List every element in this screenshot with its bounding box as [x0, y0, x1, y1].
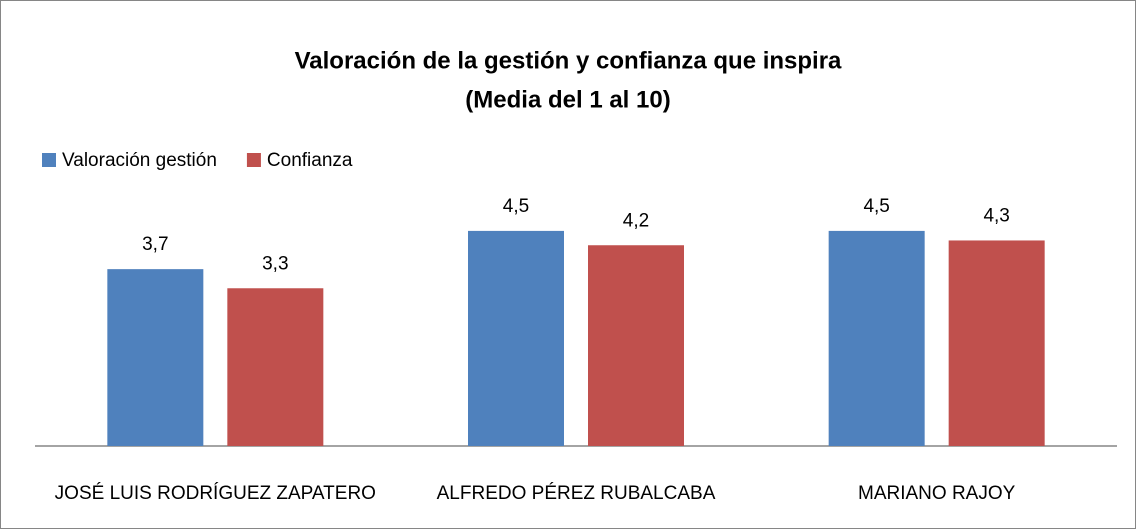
- bar: [948, 240, 1045, 446]
- legend-label: Confianza: [267, 150, 353, 171]
- value-label: 4,2: [623, 210, 649, 231]
- chart-title: Valoración de la gestión y confianza que…: [295, 47, 842, 74]
- value-label: 3,3: [262, 253, 288, 274]
- value-label: 4,3: [983, 205, 1009, 226]
- value-label: 4,5: [863, 196, 889, 217]
- legend-swatch: [246, 153, 261, 167]
- x-tick-label: ALFREDO PÉREZ RUBALCABA: [437, 483, 716, 504]
- bar: [468, 230, 564, 446]
- bar: [107, 269, 204, 446]
- legend-label: Valoración gestión: [62, 150, 217, 171]
- bar: [828, 230, 925, 446]
- chart-subtitle: (Media del 1 al 10): [465, 86, 670, 113]
- x-tick-label: JOSÉ LUIS RODRÍGUEZ ZAPATERO: [55, 483, 376, 504]
- bar: [588, 245, 684, 446]
- value-label: 3,7: [142, 234, 168, 255]
- legend-swatch: [42, 153, 56, 167]
- x-tick-label: MARIANO RAJOY: [858, 483, 1016, 504]
- bar: [227, 288, 324, 446]
- value-label: 4,5: [503, 196, 529, 217]
